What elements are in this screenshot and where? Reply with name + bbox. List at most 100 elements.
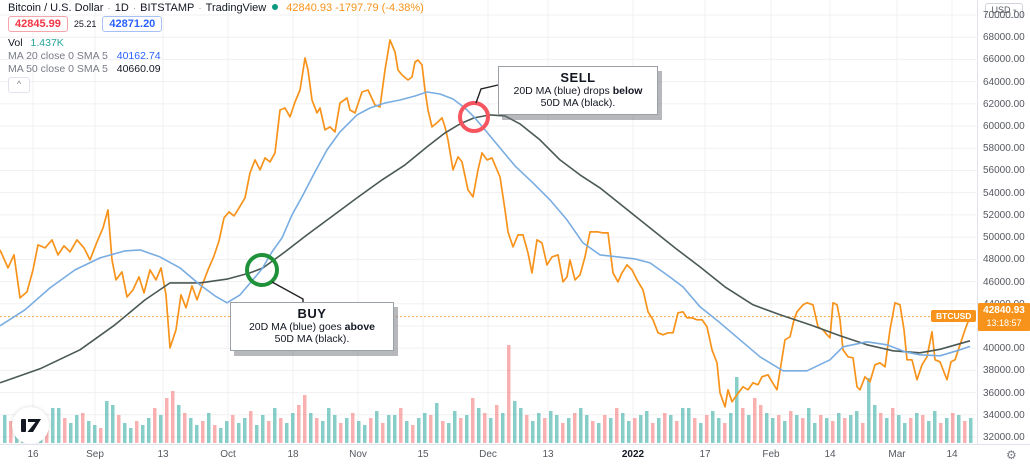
volume-bar bbox=[723, 423, 727, 443]
volume-bar bbox=[573, 413, 577, 443]
brand: TradingView bbox=[205, 2, 267, 14]
volume-bar bbox=[63, 418, 67, 443]
volume-bar bbox=[165, 398, 169, 443]
price-axis-label: 58000.00 bbox=[983, 143, 1025, 155]
volume-bar bbox=[51, 408, 55, 443]
gear-icon[interactable]: ⚙ bbox=[1006, 448, 1017, 462]
volume-value: 1.437K bbox=[30, 37, 64, 49]
time-axis[interactable]: ⚙ 16 Sep 13 Oct 18 Nov 15 Dec 13 2022 17 Feb 14 Mar 14 bbox=[0, 444, 1030, 464]
volume-bar bbox=[429, 415, 433, 443]
volume-bar bbox=[663, 413, 667, 443]
volume-bar bbox=[621, 413, 625, 443]
volume-legend[interactable]: Vol 1.437K bbox=[8, 37, 64, 49]
volume-bar bbox=[489, 418, 493, 443]
time-axis-label: 14 bbox=[946, 449, 958, 460]
volume-bar bbox=[219, 428, 223, 443]
ma50-value: 40660.09 bbox=[116, 63, 161, 75]
volume-bar bbox=[957, 415, 961, 443]
volume-bar bbox=[159, 415, 163, 443]
volume-bar bbox=[471, 398, 475, 443]
series-btcusd-price bbox=[0, 39, 971, 408]
volume-bar bbox=[699, 423, 703, 443]
volume-bar bbox=[69, 423, 73, 443]
interval[interactable]: 1D bbox=[114, 2, 129, 14]
series-ma-50-black- bbox=[0, 114, 971, 384]
sell-text-line2: 50D MA (black). bbox=[540, 97, 616, 109]
volume-bar bbox=[261, 415, 265, 443]
series-ma-20-blue- bbox=[0, 91, 971, 372]
volume-bar bbox=[387, 415, 391, 443]
volume-bar bbox=[837, 413, 841, 443]
volume-bar bbox=[717, 418, 721, 443]
volume-bar bbox=[507, 345, 511, 443]
volume-bar bbox=[591, 421, 595, 443]
volume-bar bbox=[99, 428, 103, 443]
price-axis-label: 46000.00 bbox=[983, 276, 1025, 288]
volume-bar bbox=[147, 418, 151, 443]
volume-bar bbox=[417, 418, 421, 443]
volume-bar bbox=[405, 421, 409, 443]
volume-bar bbox=[9, 421, 13, 443]
volume-bar bbox=[603, 415, 607, 443]
buy-connector-line bbox=[271, 281, 304, 302]
volume-bar bbox=[789, 411, 793, 443]
time-axis-label: 17 bbox=[699, 449, 711, 460]
volume-bar bbox=[441, 421, 445, 443]
price-axis[interactable]: USD ▾ 70000.00 68000.00 66000.00 64000.00 62… bbox=[977, 0, 1030, 444]
volume-bar bbox=[213, 425, 217, 443]
spread-value: 25.21 bbox=[73, 19, 97, 29]
volume-bar bbox=[609, 418, 613, 443]
volume-bar bbox=[291, 413, 295, 443]
ma50-legend[interactable]: MA 50 close 0 SMA 5 40660.09 bbox=[8, 63, 161, 75]
volume-bar bbox=[951, 413, 955, 443]
volume-bar bbox=[651, 423, 655, 443]
exchange[interactable]: BITSTAMP bbox=[140, 2, 195, 14]
currency-selector[interactable]: USD ▾ bbox=[985, 3, 1023, 18]
volume-bar bbox=[903, 423, 907, 443]
ma20-legend[interactable]: MA 20 close 0 SMA 5 40162.74 bbox=[8, 50, 161, 62]
volume-bar bbox=[447, 423, 451, 443]
time-axis-label: 14 bbox=[824, 449, 836, 460]
time-axis-label: 16 bbox=[27, 449, 39, 460]
volume-bar bbox=[915, 413, 919, 443]
price-change-text: 42840.93 -1797.79 (-4.38%) bbox=[286, 2, 424, 14]
bid-price[interactable]: 42845.99 bbox=[8, 16, 68, 32]
chevron-up-icon[interactable]: ^ bbox=[8, 77, 30, 93]
price-axis-label: 40000.00 bbox=[983, 343, 1025, 355]
volume-bar bbox=[891, 408, 895, 443]
market-status-dot bbox=[272, 4, 279, 10]
ma20-value: 40162.74 bbox=[116, 50, 161, 62]
volume-bar bbox=[549, 411, 553, 443]
volume-bar bbox=[201, 421, 205, 443]
ask-price[interactable]: 42871.20 bbox=[102, 16, 163, 32]
volume-bar bbox=[633, 418, 637, 443]
volume-bar bbox=[279, 418, 283, 443]
volume-bar bbox=[183, 413, 187, 443]
symbol-legend[interactable]: Bitcoin / U.S. Dollar · 1D · BITSTAMP · Tradin… bbox=[8, 2, 424, 14]
volume-bar bbox=[477, 408, 481, 443]
symbol-price-badge: BTCUSD bbox=[931, 309, 977, 322]
volume-bar bbox=[747, 415, 751, 443]
volume-bar bbox=[909, 418, 913, 443]
volume-bar bbox=[495, 405, 499, 443]
volume-bar bbox=[879, 413, 883, 443]
buy-title: BUY bbox=[297, 306, 327, 321]
volume-bar bbox=[711, 411, 715, 443]
volume-bar bbox=[483, 413, 487, 443]
volume-bar bbox=[813, 423, 817, 443]
tradingview-logo bbox=[12, 407, 49, 444]
symbol-name[interactable]: Bitcoin / U.S. Dollar bbox=[8, 2, 104, 14]
volume-bar bbox=[543, 418, 547, 443]
volume-bar bbox=[693, 418, 697, 443]
volume-bar bbox=[459, 418, 463, 443]
volume-bar bbox=[321, 421, 325, 443]
volume-bar bbox=[111, 405, 115, 443]
volume-bar bbox=[363, 425, 367, 443]
buy-text-line1: 20D MA (blue) goes above bbox=[248, 321, 376, 333]
bid-ask-row: 42845.99 25.21 42871.20 bbox=[8, 16, 163, 32]
time-axis-label: Oct bbox=[220, 449, 236, 460]
volume-bar bbox=[873, 405, 877, 443]
volume-bar bbox=[333, 415, 337, 443]
